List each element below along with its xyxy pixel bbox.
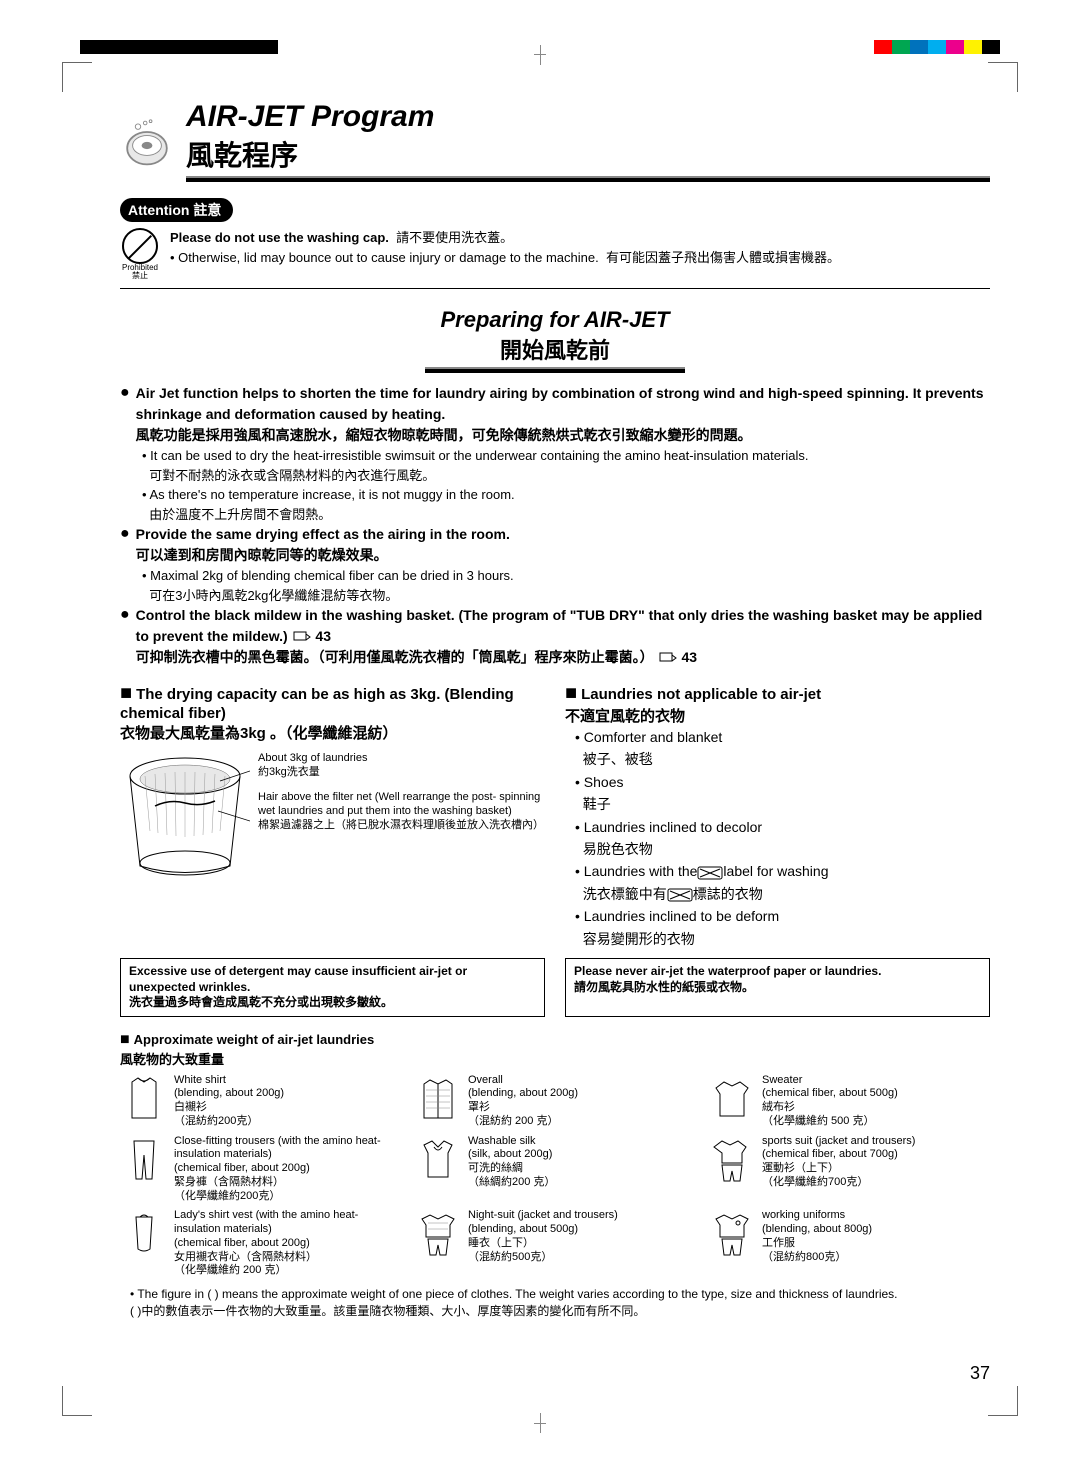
clothing-icon [414,1074,462,1122]
page-title-row: AIR-JET Program 風乾程序 [120,100,990,182]
title-underline [186,176,990,182]
bullet-item: ●Provide the same drying effect as the a… [120,524,990,566]
center-tick [540,45,541,65]
clothing-icon [414,1135,462,1183]
warning-box-left: Excessive use of detergent may cause ins… [120,958,545,1017]
bullet-item: ●Control the black mildew in the washing… [120,605,990,668]
weight-item: Lady's shirt vest (with the amino heat- … [120,1209,402,1278]
attention-badge: Attention 註意 [120,198,233,222]
crop-mark [988,1386,1018,1416]
drying-capacity-col: ■The drying capacity can be as high as 3… [120,682,545,950]
weight-item: Night-suit (jacket and trousers)(blendin… [414,1209,696,1278]
page-title-cn: 風乾程序 [186,134,990,174]
list-item: • Shoes 鞋子 [575,771,990,816]
weight-section: ■Approximate weight of air-jet laundries… [120,1031,990,1320]
main-bullets: ●Air Jet function helps to shorten the t… [120,383,990,668]
center-tick [534,1423,546,1424]
list-item: • Comforter and blanket 被子、被毯 [575,726,990,771]
clothing-icon [708,1135,756,1183]
clothing-icon [120,1074,168,1122]
warning-box-right: Please never air-jet the waterproof pape… [565,958,990,1017]
prohibited-icon: Prohibited 禁止 [120,228,160,280]
weight-item: sports suit (jacket and trousers)(chemic… [708,1135,990,1204]
registration-color-bar [874,40,1000,54]
attention-text: Please do not use the washing cap. 請不要使用… [170,228,840,267]
washer-icon [120,114,174,168]
weight-item: Overall(blending, about 200g)罩衫（混紡約 200 … [414,1074,696,1129]
crop-mark [988,62,1018,92]
sub-bullet: • It can be used to dry the heat-irresis… [142,446,990,485]
page-title-en: AIR-JET Program [186,100,990,134]
crop-mark [62,62,92,92]
clothing-icon [708,1209,756,1257]
weight-item: White shirt(blending, about 200g)白襯衫（混紡約… [120,1074,402,1129]
list-item: • Laundries with thelabel for washing 洗衣… [575,860,990,905]
not-applicable-col: ■Laundries not applicable to air-jet 不適宜… [565,682,990,950]
registration-black-bar [80,40,278,54]
clothing-icon [414,1209,462,1257]
divider [120,288,990,289]
crop-mark [62,1386,92,1416]
clothing-icon [708,1074,756,1122]
weight-item: working uniforms(blending, about 800g)工作… [708,1209,990,1278]
center-tick [534,54,546,55]
bullet-item: ●Air Jet function helps to shorten the t… [120,383,990,446]
list-item: • Laundries inclined to decolor 易脫色衣物 [575,816,990,861]
section-title: Preparing for AIR-JET 開始風乾前 [120,307,990,373]
sub-bullet: • Maximal 2kg of blending chemical fiber… [142,566,990,605]
tub-diagram-icon [120,751,250,881]
weight-item: Close-fitting trousers (with the amino h… [120,1135,402,1204]
sub-bullet: • As there's no temperature increase, it… [142,485,990,524]
clothing-icon [120,1209,168,1257]
list-item: • Laundries inclined to be deform 容易變開形的… [575,905,990,950]
weight-item: Washable silk(silk, about 200g)可洗的絲綢（絲綢約… [414,1135,696,1204]
page-content: AIR-JET Program 風乾程序 Attention 註意 Prohib… [120,100,990,1378]
weight-item: Sweater(chemical fiber, about 500g)絨布衫（化… [708,1074,990,1129]
clothing-icon [120,1135,168,1183]
page-number: 37 [970,1363,990,1384]
